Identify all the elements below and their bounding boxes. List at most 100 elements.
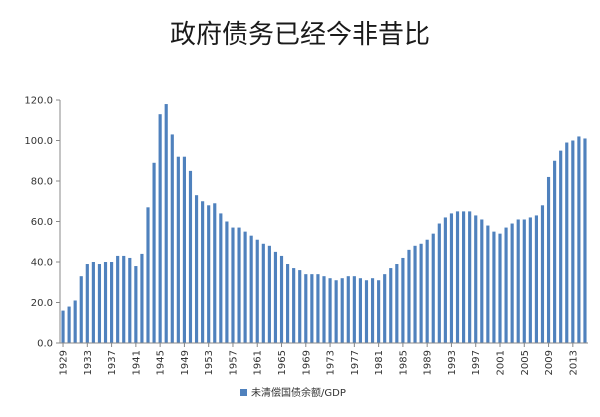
x-tick-label: 2009 [544, 350, 555, 375]
bar-1934 [91, 262, 95, 343]
x-tick-label: 1929 [59, 350, 70, 375]
bar-2006 [528, 217, 532, 343]
bar-1938 [116, 255, 120, 343]
bar-1961 [255, 239, 259, 343]
bar-2005 [522, 219, 526, 343]
bar-1969 [304, 274, 308, 343]
bar-1981 [377, 280, 381, 343]
bar-1971 [316, 274, 320, 343]
x-tick-label: 1937 [107, 350, 118, 375]
bar-1997 [474, 215, 478, 343]
bar-1980 [370, 278, 375, 343]
bar-1977 [352, 276, 356, 343]
bar-1978 [358, 278, 362, 343]
bar-2013 [571, 140, 575, 343]
x-tick-label: 1941 [131, 350, 142, 375]
y-tick-label: 80.0 [31, 177, 53, 188]
bar-1973 [328, 278, 332, 343]
bar-1957 [231, 227, 235, 343]
bar-1929 [61, 310, 65, 343]
bar-1986 [407, 249, 411, 343]
bar-1948 [176, 156, 180, 343]
bar-1993 [449, 213, 454, 343]
bar-1999 [486, 225, 490, 343]
bar-1964 [273, 251, 278, 344]
x-tick-label: 2001 [496, 350, 507, 375]
bar-1984 [395, 264, 399, 343]
bar-1987 [413, 245, 417, 343]
bar-1972 [322, 276, 326, 343]
bar-1960 [249, 235, 253, 343]
legend: 未清偿国债余额/GDP [240, 386, 346, 399]
bar-2012 [565, 142, 569, 343]
bar-1952 [201, 201, 205, 343]
legend-swatch [240, 389, 247, 396]
bar-1990 [431, 233, 435, 343]
y-tick-label: 100.0 [24, 136, 53, 147]
bar-1939 [122, 255, 126, 343]
bar-1985 [401, 257, 405, 343]
bar-1933 [85, 264, 89, 343]
bar-1992 [443, 217, 447, 343]
bar-1945 [158, 114, 162, 344]
bar-1968 [298, 270, 302, 343]
bar-2009 [546, 176, 551, 343]
chart-title: 政府债务已经今非昔比 [169, 20, 430, 50]
bar-1937 [110, 262, 114, 343]
bar-1995 [462, 211, 466, 344]
x-tick-label: 1973 [326, 350, 337, 375]
bar-1965 [279, 255, 284, 343]
bar-2011 [559, 150, 563, 344]
bar-1955 [219, 213, 223, 343]
bar-1982 [383, 274, 387, 343]
x-tick-label: 1993 [447, 350, 458, 375]
x-tick-label: 1977 [350, 350, 361, 375]
bar-1959 [243, 231, 247, 344]
bar-1958 [237, 227, 241, 343]
bar-2014 [577, 136, 581, 343]
x-tick-label: 1953 [204, 350, 215, 375]
x-tick-label: 1945 [156, 350, 167, 375]
x-tick-label: 2005 [520, 350, 531, 375]
bar-1994 [455, 211, 460, 344]
x-tick-label: 1969 [301, 350, 312, 375]
bar-1979 [364, 280, 369, 343]
x-tick-label: 1981 [374, 350, 385, 375]
bar-1946 [164, 104, 168, 343]
bar-1975 [340, 278, 344, 343]
y-tick-label: 120.0 [24, 96, 53, 107]
bar-2015 [583, 138, 587, 343]
bar-1953 [207, 205, 211, 343]
bar-1936 [103, 262, 108, 343]
x-tick-label: 2013 [568, 350, 579, 375]
bar-2004 [516, 219, 520, 343]
bar-1962 [261, 243, 265, 343]
bar-1950 [188, 170, 193, 344]
bar-1967 [292, 268, 296, 343]
bar-1976 [346, 276, 350, 343]
bar-2000 [492, 231, 496, 344]
x-tick-label: 1961 [253, 350, 264, 375]
x-axis: 1929 1933 1937 1941 1945 1949 1953 1957 1961 1965… [59, 342, 588, 375]
bar-2001 [498, 233, 502, 343]
bar-2007 [534, 215, 538, 343]
bar-1974 [334, 280, 338, 343]
bar-1989 [425, 239, 429, 343]
x-tick-label: 1965 [277, 350, 288, 375]
bar-1998 [480, 219, 484, 343]
bar-1942 [140, 253, 144, 343]
x-tick-label: 1933 [83, 350, 94, 375]
x-tick-label: 1957 [228, 350, 239, 375]
y-tick-label: 40.0 [31, 258, 53, 269]
bar-1935 [97, 264, 102, 343]
y-tick-label: 60.0 [31, 217, 53, 228]
bar-1943 [146, 207, 150, 343]
x-tick-label: 1949 [180, 350, 191, 375]
bar-2002 [504, 227, 508, 343]
bars [61, 104, 587, 344]
bar-2003 [510, 223, 514, 343]
bar-1944 [152, 162, 156, 343]
bar-1951 [194, 195, 199, 343]
x-tick-label: 1985 [398, 350, 409, 375]
